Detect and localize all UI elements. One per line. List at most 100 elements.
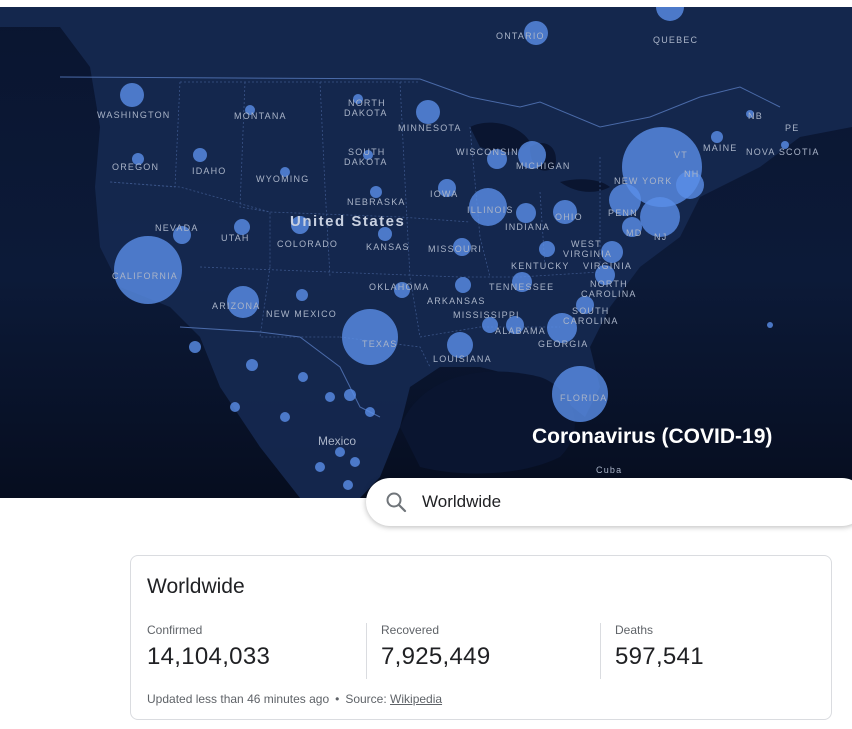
bubble-nc (595, 265, 615, 285)
bubble-wisconsin (487, 149, 507, 169)
bubble-virginia (601, 241, 623, 263)
bubble-arkansas (455, 277, 471, 293)
label-georgia: GEORGIA (538, 339, 588, 349)
bubble-mexico-8 (280, 412, 290, 422)
bubble-mexico-2 (246, 359, 258, 371)
bubble-mass (676, 171, 704, 199)
bubble-missouri (453, 238, 471, 256)
bubble-iowa (438, 179, 456, 197)
bubble-sc (576, 296, 594, 314)
label-nebraska: NEBRASKA (347, 197, 406, 207)
recovered-label: Recovered (381, 623, 440, 637)
bubble-washington (120, 83, 144, 107)
location-search-box[interactable]: Worldwide (366, 478, 852, 526)
label-quebec: QUEBEC (653, 35, 698, 45)
bubble-tennessee (512, 272, 532, 292)
bubble-mexico-12 (343, 480, 353, 490)
bubble-texas (342, 309, 398, 365)
label-west-virginia: WEST VIRGINIA (563, 239, 612, 259)
source-link[interactable]: Wikipedia (390, 692, 443, 706)
bubble-quebec (656, 7, 684, 21)
label-minnesota: MINNESOTA (398, 123, 462, 133)
deaths-stat: Deaths 597,541 (615, 623, 845, 675)
bubble-nj (640, 197, 680, 237)
bubble-oklahoma (394, 282, 410, 298)
bubble-new-mexico (296, 289, 308, 301)
stats-card: Worldwide Confirmed 14,104,033 Recovered… (130, 555, 832, 720)
label-utah: UTAH (221, 233, 250, 243)
bubble-maine (711, 131, 723, 143)
search-input[interactable]: Worldwide (422, 492, 502, 511)
bubble-georgia (547, 313, 577, 343)
label-iowa: IOWA (430, 189, 458, 199)
bubble-arizona (227, 286, 259, 318)
label-md: MD (626, 228, 642, 238)
bubble-atlantic (767, 322, 773, 328)
bubble-nb (746, 110, 754, 118)
label-nh: NH (684, 169, 699, 179)
gulf-of-mexico (400, 371, 575, 474)
bubble-kansas (378, 227, 392, 241)
deaths-label: Deaths (615, 623, 654, 637)
bubble-oregon (132, 153, 144, 165)
label-north-carolina: NORTH CAROLINA (581, 279, 637, 299)
us-mexico-border (179, 326, 381, 418)
bubble-mexico-4 (325, 392, 335, 402)
recovered-stat: Recovered 7,925,449 (381, 623, 611, 675)
bubble-ns (781, 141, 789, 149)
label-ontario: ONTARIO (496, 31, 545, 41)
bubble-ontario (524, 21, 548, 45)
label-south-dakota: SOUTH DAKOTA (344, 147, 388, 167)
confirmed-stat: Confirmed 14,104,033 (147, 623, 377, 675)
stat-divider (600, 623, 601, 679)
label-mexico: Mexico (318, 434, 356, 448)
label-ohio: OHIO (555, 212, 583, 222)
bubble-ohio (553, 200, 577, 224)
bubble-mexico-5 (344, 389, 356, 401)
label-washington: WASHINGTON (97, 110, 171, 120)
label-oklahoma: OKLAHOMA (369, 282, 430, 292)
label-nj: NJ (654, 232, 667, 242)
label-nevada: NEVADA (155, 223, 199, 233)
bubble-maryland (622, 217, 642, 237)
deaths-value: 597,541 (615, 643, 704, 670)
label-virginia: VIRGINIA (583, 261, 632, 271)
bubble-wyoming (280, 167, 290, 177)
recovered-value: 7,925,449 (381, 643, 491, 670)
bubble-alabama (506, 316, 524, 334)
label-alabama: ALABAMA (495, 326, 546, 336)
label-nova-scotia: NOVA SCOTIA (746, 147, 820, 157)
search-icon[interactable] (384, 490, 408, 514)
label-nb: NB (748, 111, 763, 121)
confirmed-value: 14,104,033 (147, 643, 271, 670)
label-tennessee: TENNESSEE (489, 282, 554, 292)
covid-map[interactable]: ONTARIO QUEBEC WASHINGTON MONTANA NORTH D… (0, 7, 852, 498)
label-kansas: KANSAS (366, 242, 410, 252)
bubble-sd (363, 150, 373, 160)
bubble-mexico-9 (335, 447, 345, 457)
bubble-mexico-7 (230, 402, 240, 412)
bubble-michigan (518, 141, 546, 169)
bubble-kentucky (539, 241, 555, 257)
source-label: Source: (345, 692, 387, 706)
us-canada-border (59, 76, 781, 128)
stats-title: Worldwide (147, 575, 245, 598)
confirmed-label: Confirmed (147, 623, 203, 637)
label-california: CALIFORNIA (112, 271, 178, 281)
label-missouri: MISSOURI (428, 244, 482, 254)
updated-text: Updated less than 46 minutes ago (147, 692, 330, 706)
label-wisconsin: WISCONSIN (456, 147, 519, 157)
label-new-mexico: NEW MEXICO (266, 309, 337, 319)
label-cuba: Cuba (596, 465, 622, 475)
bubble-nebraska (370, 186, 382, 198)
bubble-mexico-6 (365, 407, 375, 417)
label-south-carolina: SOUTH CAROLINA (563, 306, 619, 326)
bubble-penn (609, 184, 641, 216)
bubble-idaho (193, 148, 207, 162)
bubble-mexico-10 (350, 457, 360, 467)
label-montana: MONTANA (234, 111, 287, 121)
label-illinois: ILLINOIS (467, 205, 514, 215)
case-bubbles (114, 7, 789, 490)
label-oregon: OREGON (112, 162, 159, 172)
bubble-mexico-1 (189, 341, 201, 353)
